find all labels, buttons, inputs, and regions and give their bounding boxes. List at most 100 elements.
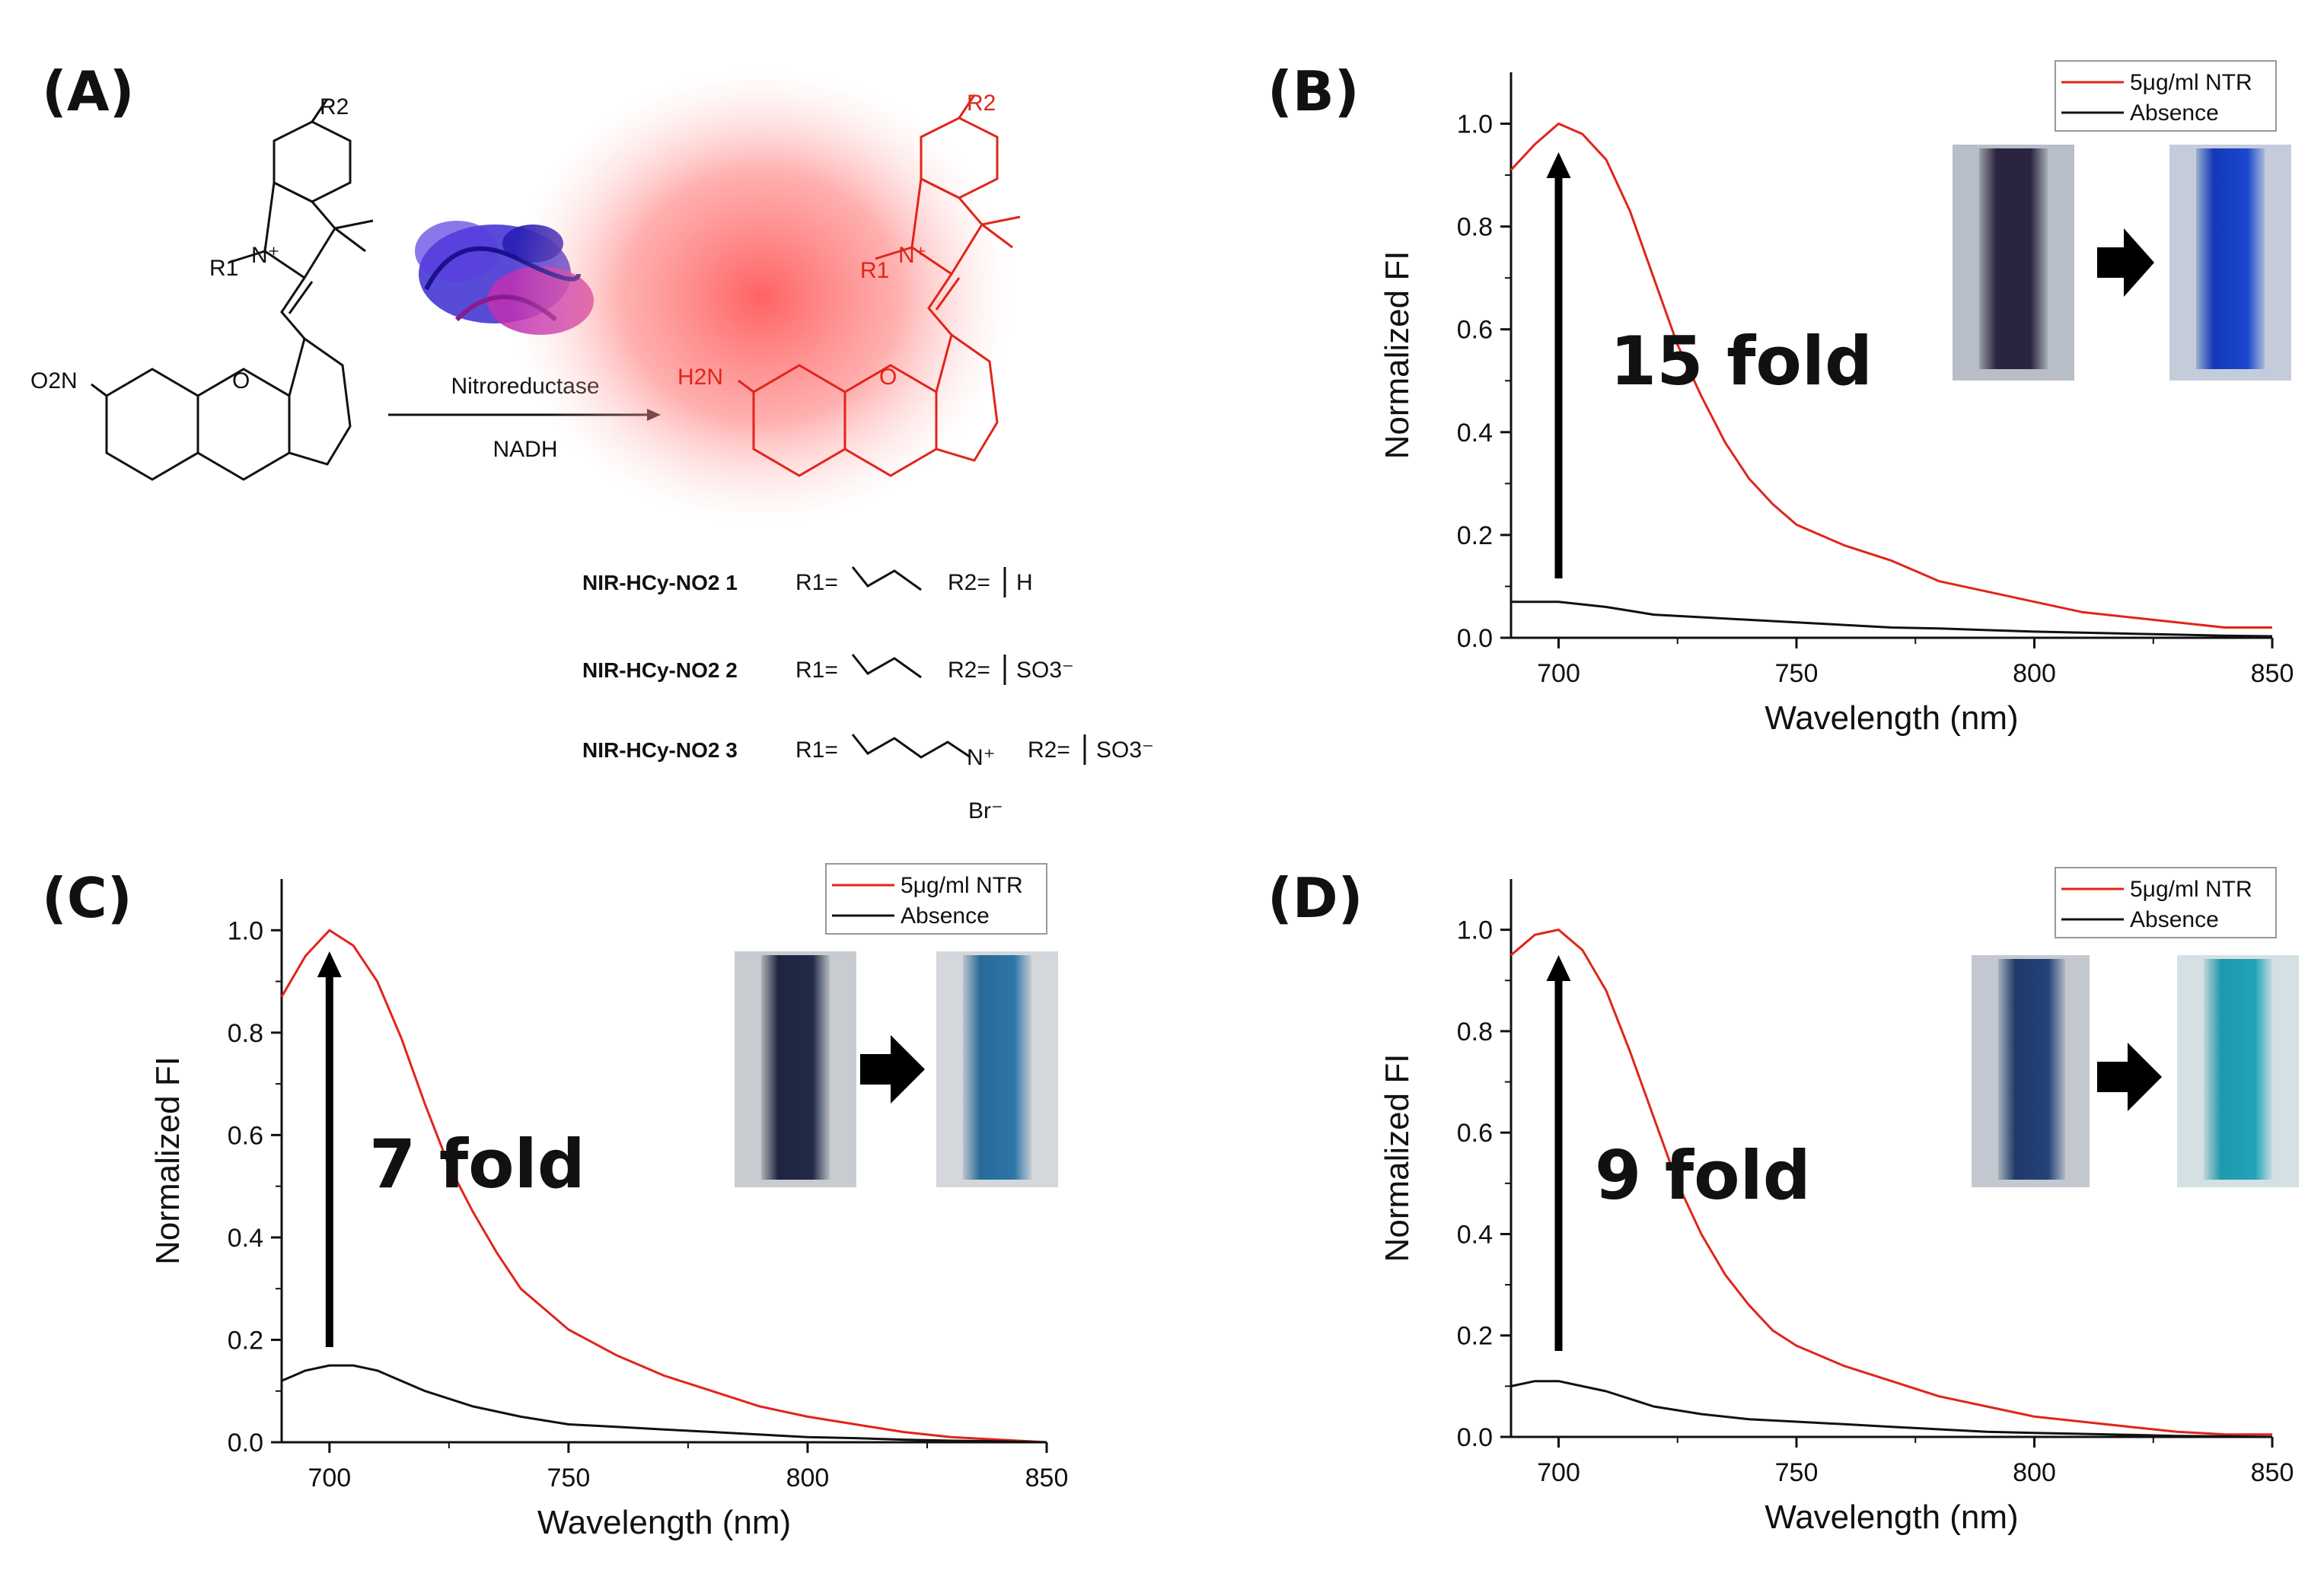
y-tick-label: 1.0 <box>1457 110 1493 139</box>
compound-3-r1-structure <box>851 734 971 759</box>
cuvette-arrow-d <box>2097 1043 2162 1111</box>
y-tick-label: 0.2 <box>228 1326 263 1355</box>
reactant-cyclohexene-ring <box>288 336 352 466</box>
legend-box <box>825 863 1047 935</box>
reactant-benzene-ring <box>273 120 352 203</box>
reaction-scheme <box>91 98 374 481</box>
product-amino-group: H2N <box>677 365 723 390</box>
legend-label-ntr: 5μg/ml NTR <box>901 873 1023 898</box>
cofactor-label: NADH <box>493 437 557 462</box>
series-line-absence <box>281 1364 1047 1444</box>
y-tick-label: 0.8 <box>228 1019 263 1048</box>
y-tick-label: 0.4 <box>228 1224 263 1253</box>
reactant-pyrrole-ring <box>263 180 336 280</box>
legend-label-ntr: 5μg/ml NTR <box>2130 877 2252 902</box>
x-tick-label: 700 <box>308 1464 351 1492</box>
series-line-ntr <box>1509 123 2272 629</box>
compound-2-r1-structure <box>851 654 922 679</box>
y-axis-label: Normalized FI <box>149 1056 186 1265</box>
reactant-oxygen: O <box>232 368 250 393</box>
chart-panel-b: 700 750 800 850 0.0 0.2 0.4 0.6 0.8 1.0 Wavelength… <box>1379 60 2294 737</box>
y-axis-label: Normalized FI <box>1379 1054 1416 1263</box>
panel-label-d: (D) <box>1267 866 1363 930</box>
fold-change-label: 7 fold <box>369 1125 585 1203</box>
y-tick-label: 0.0 <box>1457 1423 1493 1452</box>
legend-label-absence: Absence <box>2130 907 2219 932</box>
compound-1-r2: R2= <box>948 570 990 595</box>
chart-panel-c: 700 750 800 850 0.0 0.2 0.4 0.6 0.8 1.0 Wavelength… <box>149 863 1069 1541</box>
legend-box <box>2055 867 2277 938</box>
product-n-plus: N⁺ <box>898 243 927 268</box>
series-line-absence <box>1510 1380 2273 1438</box>
x-tick-label: 750 <box>547 1464 591 1492</box>
y-tick-label: 0.2 <box>1457 521 1493 550</box>
y-tick-label: 0.6 <box>1457 1119 1493 1148</box>
compound-1-name: NIR-HCy-NO2 1 <box>582 571 738 594</box>
y-tick-label: 0.6 <box>1457 316 1493 345</box>
compound-3-counterion: Br⁻ <box>968 798 1003 823</box>
panel-label-b: (B) <box>1267 59 1360 123</box>
compound-3-n-plus: N⁺ <box>967 745 996 770</box>
x-tick-label: 750 <box>1775 659 1819 688</box>
x-tick-label: 800 <box>2013 1458 2056 1487</box>
y-tick-label: 1.0 <box>1457 916 1493 945</box>
compound-2-r1: R1= <box>795 658 838 683</box>
reactant-n-plus: N⁺ <box>251 243 280 268</box>
fold-arrow-head <box>1546 152 1571 178</box>
compound-3-r1: R1= <box>795 737 838 763</box>
y-tick-label: 0.4 <box>1457 419 1493 448</box>
x-tick-label: 700 <box>1537 659 1580 688</box>
x-axis-label: Wavelength (nm) <box>537 1504 791 1541</box>
product-r1: R1 <box>860 258 889 283</box>
product-r2: R2 <box>967 91 996 116</box>
x-tick-label: 850 <box>2251 659 2294 688</box>
cuvette-photos-c <box>735 951 1058 1187</box>
reactant-xanthene-ring-1 <box>105 368 199 481</box>
legend-box <box>2055 60 2277 132</box>
compound-2-name: NIR-HCy-NO2 2 <box>582 658 738 682</box>
x-axis-label: Wavelength (nm) <box>1765 1499 2018 1536</box>
x-tick-label: 850 <box>1025 1464 1069 1492</box>
cuvette-photos-d <box>1972 955 2299 1187</box>
compound-1-r2-group: H <box>1016 570 1033 595</box>
y-tick-label: 0.8 <box>1457 1018 1493 1046</box>
y-tick-label: 1.0 <box>228 916 263 945</box>
product-oxygen: O <box>879 365 897 390</box>
product-fluorescence-glow <box>510 68 1012 525</box>
cuvette-photos-b <box>1953 145 2291 381</box>
fold-change-label: 9 fold <box>1595 1136 1811 1215</box>
chart-panel-d: 700 750 800 850 0.0 0.2 0.4 0.6 0.8 1.0 Wavelength… <box>1379 867 2294 1536</box>
compound-3-r2: R2= <box>1028 737 1070 763</box>
reactant-nitro-group: O2N <box>30 368 78 393</box>
panel-label-a: (A) <box>42 59 135 123</box>
y-tick-label: 0.4 <box>1457 1220 1493 1249</box>
compound-3-name: NIR-HCy-NO2 3 <box>582 738 738 762</box>
x-tick-label: 800 <box>2013 659 2056 688</box>
reactant-r1: R1 <box>209 256 238 281</box>
y-tick-label: 0.0 <box>228 1429 263 1457</box>
series-line-ntr <box>280 929 1047 1444</box>
product-structure <box>738 94 1021 477</box>
compound-2-r2-group: SO3⁻ <box>1016 658 1074 683</box>
reactant-r2: R2 <box>320 94 349 119</box>
y-tick-label: 0.6 <box>228 1121 263 1150</box>
y-tick-label: 0.8 <box>1457 213 1493 242</box>
compound-1-r1: R1= <box>795 570 838 595</box>
cuvette-arrow-b <box>2097 228 2154 297</box>
fold-arrow-head <box>317 951 342 977</box>
fold-change-label: 15 fold <box>1610 322 1873 400</box>
panel-label-c: (C) <box>42 866 132 930</box>
compound-1-r1-structure <box>851 566 922 591</box>
legend-label-absence: Absence <box>2130 100 2219 126</box>
x-tick-label: 700 <box>1537 1458 1580 1487</box>
fold-arrow-head <box>1546 955 1571 981</box>
x-axis-label: Wavelength (nm) <box>1765 699 2018 737</box>
cuvette-arrow-c <box>860 1035 925 1104</box>
series-line-absence <box>1511 600 2273 638</box>
x-tick-label: 800 <box>786 1464 830 1492</box>
x-tick-label: 850 <box>2251 1458 2294 1487</box>
series-line-ntr <box>1510 929 2272 1436</box>
legend-label-ntr: 5μg/ml NTR <box>2130 70 2252 95</box>
y-tick-label: 0.2 <box>1457 1322 1493 1351</box>
